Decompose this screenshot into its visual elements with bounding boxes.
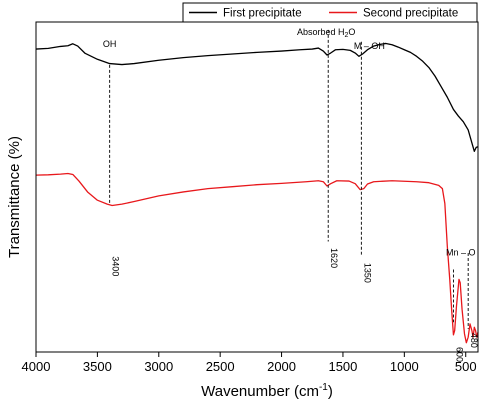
x-tick-label: 500 [455, 359, 477, 374]
x-tick-label: 2000 [267, 359, 296, 374]
annotation-3400: 3400 [111, 256, 121, 276]
annotation-absorbed-water-sub: 2 [345, 32, 349, 39]
legend: First precipitate Second precipitate [182, 2, 478, 23]
annotation-480: 480 [469, 333, 479, 348]
legend-label-2: Second precipitate [363, 8, 458, 20]
annotation-absorbed-water-main: Absorbed H [297, 27, 345, 37]
axes [35, 21, 479, 353]
x-axis-title-sup: -1 [319, 382, 328, 393]
annotation-600: 600 [454, 347, 464, 362]
annotation-absorbed-water: Absorbed H2O [297, 27, 355, 39]
x-tick-label: 3500 [83, 359, 112, 374]
annotation-absorbed-water-tail: O [348, 27, 355, 37]
legend-label-1: First precipitate [223, 8, 302, 20]
plot-area [35, 42, 479, 344]
x-tick-label: 4000 [22, 359, 51, 374]
annotation-1620: 1620 [329, 248, 339, 268]
plot-frame [35, 21, 479, 353]
y-axis-title: Transmittance (%) [6, 136, 23, 258]
annotation-m-oh: M – OH [354, 41, 385, 51]
series-line-1 [35, 42, 479, 153]
x-axis-title: Wavenumber (cm-1) [201, 382, 333, 400]
x-tick-label: 1500 [328, 359, 357, 374]
annotation-mn-o: Mn – O [446, 248, 476, 258]
x-tick-label: 2500 [206, 359, 235, 374]
x-ticks: 4000 3500 3000 2500 2000 1500 1000 500 [22, 352, 477, 374]
x-tick-label: 1000 [390, 359, 419, 374]
annotations: OH Absorbed H2O M – OH Mn – O 3400 1620 1350 60… [103, 27, 479, 362]
annotation-1350: 1350 [362, 263, 372, 283]
axis-titles: Wavenumber (cm-1) Transmittance (%) [6, 136, 333, 400]
x-axis-title-main: Wavenumber (cm [201, 383, 319, 400]
series-line-2 [35, 172, 479, 344]
x-tick-label: 3000 [144, 359, 173, 374]
annotation-oh: OH [103, 39, 117, 49]
x-axis-title-tail: ) [328, 383, 333, 400]
